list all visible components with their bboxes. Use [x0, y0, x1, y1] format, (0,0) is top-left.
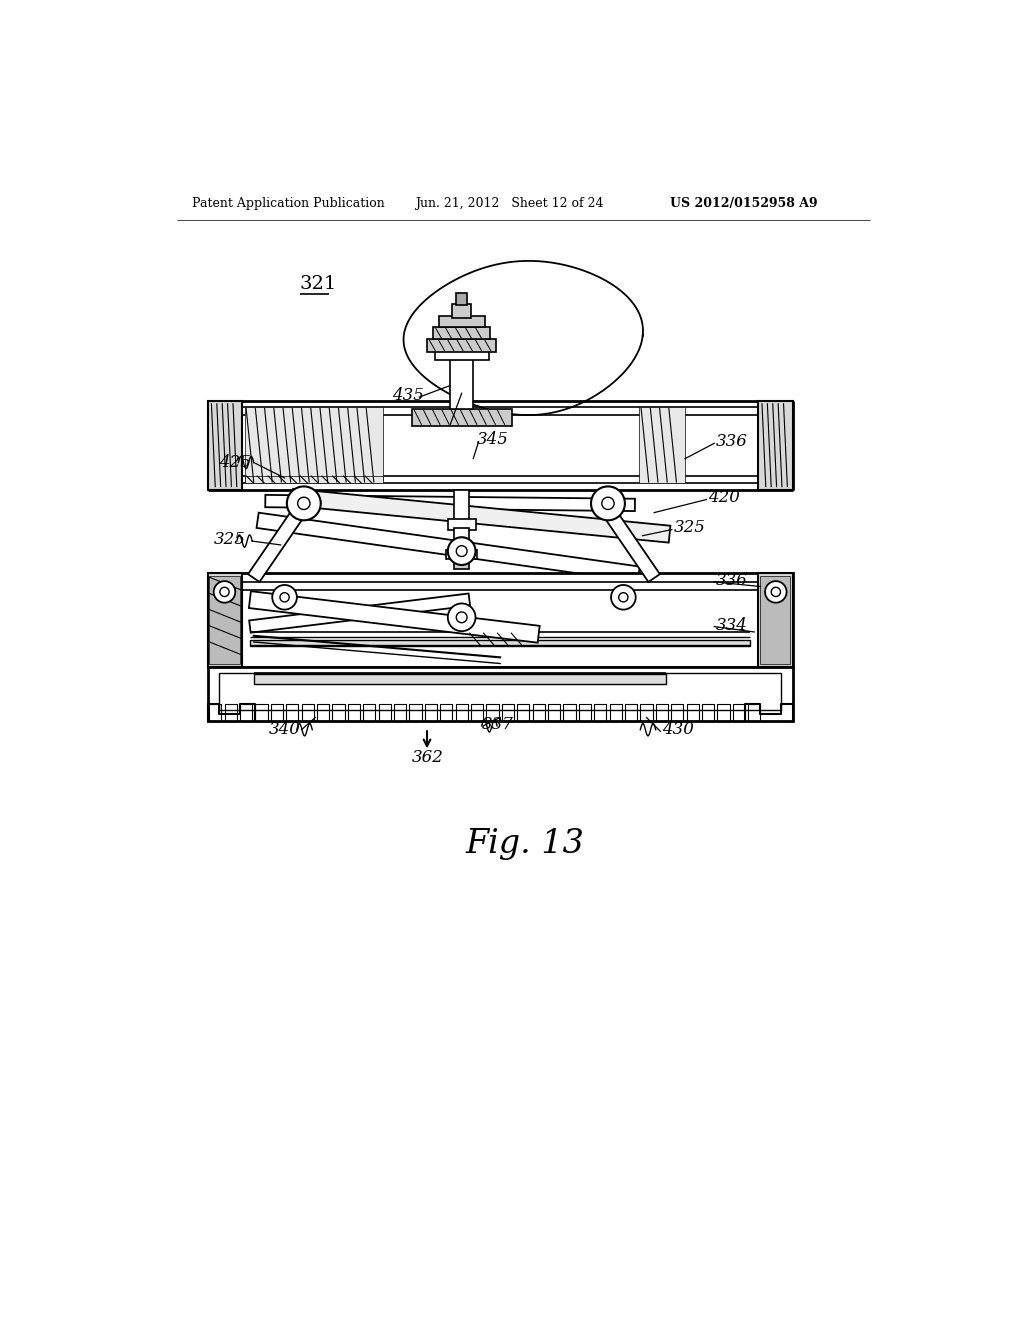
Text: 435: 435 — [392, 387, 424, 404]
Bar — [433, 327, 490, 339]
Bar — [454, 528, 469, 552]
Polygon shape — [598, 502, 659, 582]
Bar — [760, 576, 791, 664]
Text: Jun. 21, 2012   Sheet 12 of 24: Jun. 21, 2012 Sheet 12 of 24 — [416, 197, 604, 210]
Text: 345: 345 — [477, 430, 509, 447]
Text: 420: 420 — [708, 488, 740, 506]
Bar — [758, 573, 793, 667]
Bar — [639, 407, 685, 483]
Polygon shape — [292, 488, 671, 543]
Circle shape — [447, 537, 475, 565]
Circle shape — [447, 603, 475, 631]
Text: US 2012/0152958 A9: US 2012/0152958 A9 — [670, 197, 817, 210]
Text: 325: 325 — [214, 531, 246, 548]
Circle shape — [611, 585, 636, 610]
Text: 336: 336 — [716, 572, 748, 589]
Bar — [250, 640, 751, 645]
Bar — [254, 675, 666, 684]
Text: 425: 425 — [219, 454, 251, 471]
Circle shape — [457, 612, 467, 623]
Circle shape — [214, 581, 236, 603]
Polygon shape — [248, 502, 309, 582]
Text: 321: 321 — [300, 275, 337, 293]
Polygon shape — [249, 594, 470, 632]
Polygon shape — [265, 495, 635, 511]
Bar — [451, 359, 473, 409]
Text: 305: 305 — [447, 413, 479, 430]
Polygon shape — [257, 512, 640, 582]
Circle shape — [457, 545, 467, 557]
Bar — [438, 317, 484, 327]
Bar — [208, 573, 793, 667]
Bar — [208, 401, 243, 490]
Circle shape — [591, 487, 625, 520]
Bar — [454, 490, 469, 520]
Circle shape — [765, 581, 786, 603]
Bar — [435, 351, 488, 360]
Bar — [209, 576, 240, 664]
Circle shape — [272, 585, 297, 610]
Bar — [412, 409, 512, 425]
Text: 337: 337 — [481, 715, 514, 733]
Circle shape — [220, 587, 229, 597]
Text: 325: 325 — [674, 520, 706, 536]
Text: 362: 362 — [412, 748, 443, 766]
Circle shape — [298, 498, 310, 510]
Bar — [427, 339, 497, 351]
Bar — [457, 293, 467, 305]
Text: 336: 336 — [716, 433, 748, 450]
Circle shape — [287, 487, 321, 520]
Bar — [447, 519, 475, 529]
Text: Patent Application Publication: Patent Application Publication — [193, 197, 385, 210]
Text: Fig. 13: Fig. 13 — [465, 828, 585, 859]
Circle shape — [771, 587, 780, 597]
Bar — [758, 401, 793, 490]
Bar — [446, 549, 477, 558]
Text: 340: 340 — [269, 721, 301, 738]
Circle shape — [618, 593, 628, 602]
Bar — [453, 304, 471, 318]
Text: 430: 430 — [662, 721, 693, 738]
Text: 334: 334 — [716, 616, 748, 634]
Bar — [245, 407, 383, 483]
Circle shape — [602, 498, 614, 510]
Bar — [208, 667, 793, 721]
Circle shape — [280, 593, 289, 602]
Bar — [219, 673, 781, 710]
Bar — [245, 475, 383, 483]
Bar — [454, 557, 469, 569]
Bar — [208, 573, 243, 667]
Polygon shape — [249, 591, 540, 643]
